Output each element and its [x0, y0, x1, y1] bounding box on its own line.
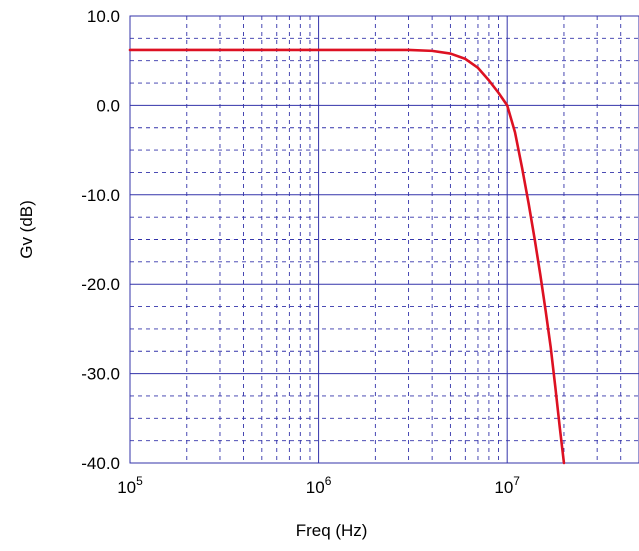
x-tick-label: 105 [117, 474, 143, 497]
y-tick-label: 0.0 [96, 96, 120, 115]
plot-frame [129, 15, 639, 464]
x-tick-label: 106 [306, 474, 332, 497]
y-tick-label: -40.0 [81, 454, 120, 473]
y-tick-labels: 10.0 0.0 -10.0 -20.0 -30.0 -40.0 [81, 7, 120, 473]
x-tick-label: 107 [494, 474, 520, 497]
grid-lines [129, 15, 639, 464]
y-tick-label: -20.0 [81, 275, 120, 294]
y-tick-label: -30.0 [81, 365, 120, 384]
series-group [128, 48, 566, 465]
series-line-0 [128, 48, 566, 465]
x-axis-label: Freq (Hz) [296, 521, 368, 540]
y-tick-label: -10.0 [81, 186, 120, 205]
y-axis-label: Gv (dB) [17, 200, 36, 259]
x-tick-labels: 105 106 107 [117, 474, 520, 497]
y-tick-label: 10.0 [87, 7, 120, 26]
